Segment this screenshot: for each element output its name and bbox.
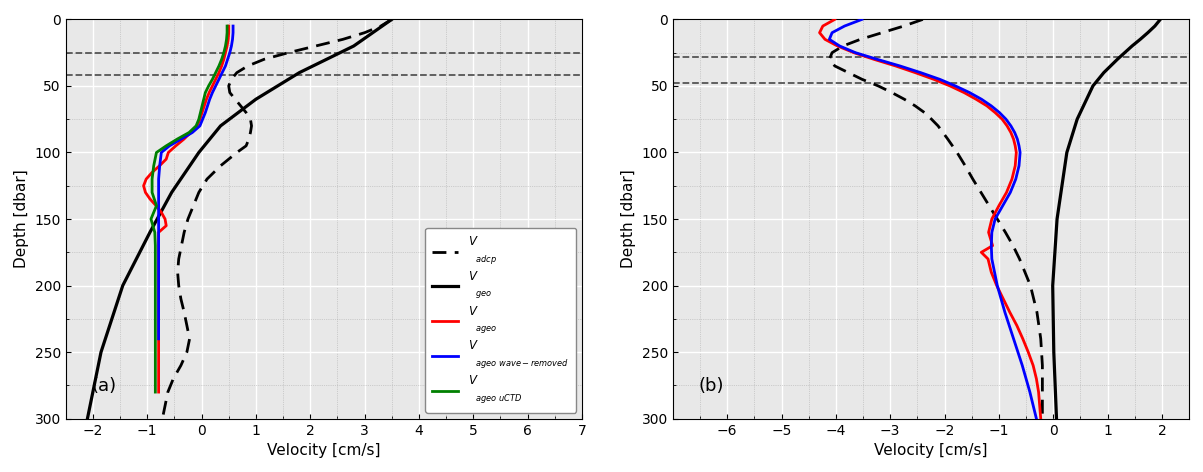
Legend: $V$
  $_{adcp}$, $V$
  $_{geo}$, $V$
  $_{ageo}$, $V$
  $_{ageo\ wave-removed}$,: $V$ $_{adcp}$, $V$ $_{geo}$, $V$ $_{ageo… [426,228,576,413]
Y-axis label: Depth [dbar]: Depth [dbar] [14,169,29,269]
Y-axis label: Depth [dbar]: Depth [dbar] [621,169,636,269]
X-axis label: Velocity [cm/s]: Velocity [cm/s] [875,443,988,458]
Text: (b): (b) [699,377,724,395]
X-axis label: Velocity [cm/s]: Velocity [cm/s] [267,443,380,458]
Text: (a): (a) [91,377,117,395]
